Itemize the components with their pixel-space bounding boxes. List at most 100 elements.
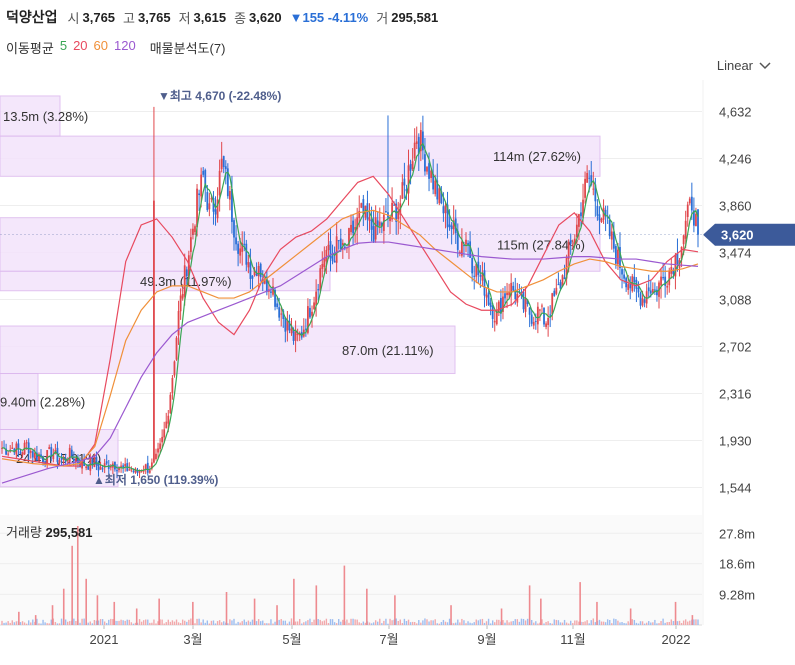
candle-body [194, 226, 196, 233]
volume-bar [128, 619, 130, 625]
candle-body [508, 292, 511, 296]
volume-bar [274, 621, 276, 625]
volume-bar [674, 601, 677, 625]
volume-bar [547, 621, 549, 625]
volume-bar [25, 623, 28, 625]
candle-body [272, 286, 274, 295]
candle-body [150, 462, 153, 469]
volume-bar [485, 621, 488, 625]
volume-bar [186, 621, 188, 625]
volume-bar [637, 623, 640, 625]
candle-body [473, 275, 476, 277]
candle-body [532, 321, 535, 326]
volume-bar [229, 619, 231, 625]
volume-profile-legend[interactable]: 매물분석도(7) [149, 41, 226, 56]
volume-bar [140, 621, 143, 625]
close-label: 종 [234, 10, 247, 26]
y-tick-label: 1,544 [719, 480, 752, 495]
candle-body [456, 230, 459, 250]
candle-body [13, 448, 16, 453]
volume-bar [416, 623, 418, 625]
volume-bar [329, 619, 332, 625]
volume-bar [266, 623, 268, 625]
volume-bar [175, 619, 178, 625]
open-value: 3,765 [82, 9, 116, 25]
volume-bar [494, 622, 496, 625]
volume-bar [89, 621, 91, 625]
candle-body [200, 174, 203, 197]
volume-bar [652, 622, 654, 625]
candle-body [547, 318, 550, 325]
candle-body [196, 188, 198, 228]
candle-body [290, 328, 293, 334]
volume-bar [325, 618, 328, 625]
candle-body [309, 307, 311, 318]
volume-bar [301, 623, 303, 625]
volume-bar [395, 618, 397, 625]
volume-bar [190, 618, 192, 625]
volume-bar [606, 619, 609, 625]
candle-body [1, 447, 3, 449]
volume-bar [286, 623, 289, 625]
candle-body [292, 329, 295, 341]
candle-body [662, 277, 664, 279]
volume-bar [93, 619, 96, 625]
volume-tick-label: 27.8m [719, 526, 755, 541]
volume-bar [307, 620, 309, 625]
volume-profile-label: 115m (27.84%) [497, 237, 585, 252]
volume-bar [678, 620, 681, 625]
candle-body [173, 361, 176, 376]
volume-bar [58, 623, 61, 625]
candle-body [491, 305, 494, 319]
candle-body [360, 203, 363, 208]
candle-body [580, 212, 582, 217]
volume-bar [475, 619, 477, 625]
candle-body [417, 137, 420, 154]
candle-body [682, 235, 685, 245]
volume-bar [588, 623, 590, 625]
volume-bar [315, 585, 318, 625]
volume-bar [680, 623, 683, 625]
candle-body [409, 164, 412, 171]
volume-bar [567, 623, 570, 625]
volume-bar [512, 621, 514, 625]
y-tick-label: 2,316 [719, 386, 752, 401]
volume-bar [500, 608, 503, 625]
candle-body [296, 333, 299, 335]
volume-bar [598, 619, 601, 625]
candle-body [614, 246, 617, 264]
candle-body [485, 294, 488, 298]
chevron-down-icon [759, 61, 771, 69]
volume-bar [348, 622, 350, 625]
ma5-line [1, 142, 699, 472]
volume-bar [487, 618, 490, 625]
volume-bar [600, 621, 603, 625]
volume-bar [169, 621, 172, 625]
candle-body [684, 220, 687, 239]
volume-bar [418, 620, 420, 625]
ma-legend[interactable]: 이동평균 5 20 60 120 매물분석도(7) [6, 38, 225, 57]
candle-body [438, 188, 441, 204]
volume-bar [210, 620, 213, 625]
candle-body [321, 263, 324, 269]
volume-bar [411, 621, 414, 625]
candle-body [452, 220, 455, 230]
volume-bar [340, 621, 342, 625]
volume-bar [594, 622, 597, 625]
volume-bar [319, 619, 321, 625]
candle-body [153, 200, 155, 463]
volume-bar [122, 620, 124, 625]
candle-body [647, 287, 650, 292]
volume-bar [317, 619, 319, 625]
candle-body [169, 394, 172, 414]
volume-bar [397, 620, 399, 625]
candle-body [415, 141, 418, 144]
volume-profile-label: 13.5m (3.28%) [3, 109, 88, 124]
volume-bar [420, 622, 422, 625]
candle-body [512, 285, 515, 291]
scale-selector[interactable]: Linear [717, 58, 771, 73]
candle-body [539, 309, 541, 311]
stock-name: 덕양산업 [6, 9, 58, 25]
volume-bar [343, 565, 346, 625]
